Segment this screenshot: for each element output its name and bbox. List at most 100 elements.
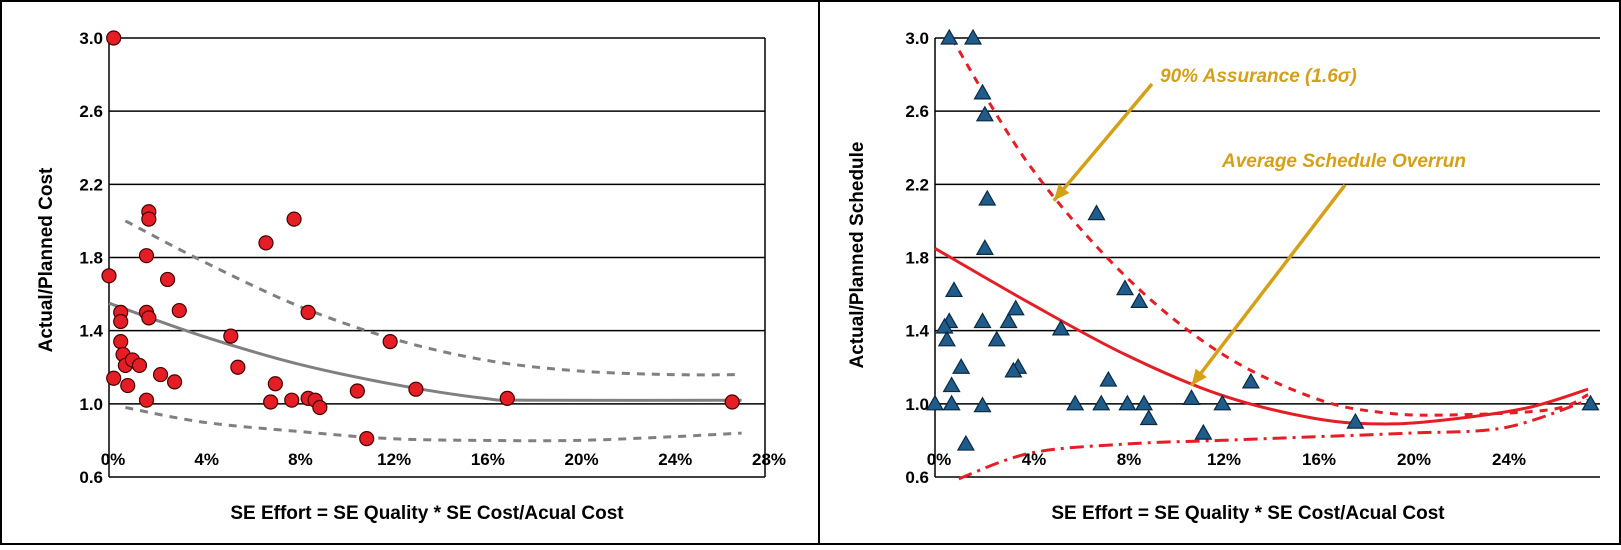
schedule-data-point — [973, 396, 992, 413]
cost-trend-curves — [108, 219, 742, 443]
schedule-data-point — [1194, 423, 1213, 440]
cost-data-point — [724, 394, 740, 410]
cost-data-point — [152, 366, 169, 383]
schedule-x-tick-label: 4% — [1022, 450, 1047, 469]
cost-y-tick-label: 1.8 — [79, 249, 103, 268]
schedule-data-point — [935, 317, 954, 334]
cost-x-tick-label: 20% — [565, 450, 599, 469]
schedule-data-point — [1092, 394, 1111, 411]
schedule-trend-dashdot — [958, 398, 1589, 481]
schedule-data-point — [940, 28, 959, 45]
schedule-y-tick-label: 0.6 — [905, 468, 929, 487]
schedule-data-point — [999, 312, 1018, 329]
cost-data-point — [408, 381, 424, 397]
schedule-data-point — [937, 330, 956, 347]
schedule-data-point — [1241, 372, 1260, 389]
schedule-y-axis-title: Actual/Planned Schedule — [847, 142, 868, 369]
schedule-x-tick-label: 12% — [1207, 450, 1241, 469]
cost-data-point — [120, 377, 136, 394]
schedule-data-point — [942, 394, 961, 411]
schedule-y-tick-label: 1.4 — [905, 322, 929, 341]
cost-data-point — [382, 334, 398, 350]
cost-trend-dashed — [124, 219, 742, 377]
schedule-x-tick-label: 16% — [1302, 450, 1336, 469]
cost-data-point — [300, 304, 316, 320]
cost-y-tick-labels: 0.6 1.0 1.4 1.8 2.2 2.6 3.0 — [79, 29, 103, 487]
cost-data-point — [349, 383, 365, 399]
cost-data-point — [141, 211, 157, 227]
schedule-data-point — [1182, 389, 1201, 405]
cost-data-point — [263, 394, 279, 410]
cost-data-point — [138, 248, 155, 264]
cost-y-tick-label: 1.0 — [79, 395, 103, 414]
cost-data-point — [159, 271, 176, 288]
cost-x-tick-labels: 0% 4% 8% 12% 16% 20% 24% 28% — [101, 450, 786, 469]
cost-grid — [108, 37, 766, 478]
schedule-y-tick-label: 2.2 — [905, 175, 929, 194]
cost-data-point — [230, 359, 246, 375]
schedule-x-tick-label: 20% — [1397, 450, 1431, 469]
schedule-data-point — [942, 376, 961, 393]
schedule-data-point — [975, 105, 994, 122]
cost-points — [101, 30, 740, 447]
cost-data-point — [131, 357, 148, 374]
cost-x-tick-label: 12% — [377, 450, 411, 469]
schedule-data-point — [952, 358, 971, 374]
schedule-data-point — [1087, 204, 1106, 221]
annotation-arrow — [1052, 82, 1154, 202]
annotation-arrowhead — [1053, 184, 1070, 201]
schedule-data-point — [1051, 319, 1070, 336]
schedule-y-tick-labels: 0.6 1.0 1.4 1.8 2.2 2.6 3.0 — [905, 29, 929, 487]
schedule-data-point — [1134, 394, 1154, 411]
cost-x-tick-label: 4% — [194, 450, 219, 469]
schedule-x-tick-labels: 0% 4% 8% 12% 16% 20% 24% — [927, 450, 1526, 469]
cost-data-point — [138, 392, 155, 408]
schedule-points — [925, 28, 1600, 451]
cost-data-point — [359, 430, 375, 447]
cost-data-point — [167, 374, 183, 390]
schedule-y-tick-label: 1.0 — [905, 395, 929, 414]
cost-data-point — [106, 370, 122, 386]
schedule-data-point — [963, 28, 983, 45]
schedule-data-point — [973, 83, 992, 100]
schedule-trend-curves — [934, 37, 1589, 481]
cost-data-point — [106, 30, 122, 46]
schedule-trend-solid — [934, 247, 1589, 426]
schedule-data-point — [978, 189, 997, 206]
schedule-data-point — [975, 239, 994, 255]
schedule-data-point — [1139, 409, 1158, 426]
cost-data-point — [286, 211, 302, 227]
schedule-data-point — [1213, 394, 1232, 411]
schedule-x-tick-label: 8% — [1117, 450, 1142, 469]
cost-y-tick-label: 2.2 — [79, 175, 103, 194]
schedule-data-point — [1099, 370, 1118, 387]
cost-data-point — [171, 302, 187, 319]
schedule-annotations: 90% Assurance (1.6σ) Average Schedule Ove… — [1052, 66, 1466, 387]
cost-data-point — [223, 328, 239, 344]
annotation-arrow — [1190, 183, 1347, 387]
schedule-y-tick-label: 1.8 — [905, 249, 929, 268]
schedule-data-point — [973, 312, 992, 329]
cost-data-point — [113, 313, 129, 330]
cost-trend-solid — [108, 301, 742, 402]
cost-x-tick-label: 16% — [471, 450, 505, 469]
cost-data-point — [267, 376, 283, 392]
cost-data-point — [258, 235, 274, 251]
cost-x-tick-label: 28% — [752, 450, 786, 469]
schedule-x-tick-label: 0% — [927, 450, 952, 469]
cost-x-tick-label: 8% — [288, 450, 313, 469]
schedule-data-point — [1066, 394, 1085, 411]
cost-data-point — [101, 268, 117, 284]
cost-y-axis-title: Actual/Planned Cost — [36, 167, 57, 352]
annotation-label: Average Schedule Overrun — [1221, 151, 1466, 172]
cost-y-tick-label: 1.4 — [79, 322, 103, 341]
schedule-data-point — [944, 281, 964, 298]
cost-data-point — [284, 392, 300, 408]
cost-chart: 0.6 1.0 1.4 1.8 2.2 2.6 3.0 0% 4% 8% 12% 16% 20% 24%… — [36, 29, 786, 524]
annotation-label: 90% Assurance (1.6σ) — [1160, 66, 1357, 87]
cost-data-point — [113, 334, 129, 350]
cost-y-tick-label: 2.6 — [79, 102, 103, 121]
schedule-trend-dashed — [950, 37, 1589, 417]
